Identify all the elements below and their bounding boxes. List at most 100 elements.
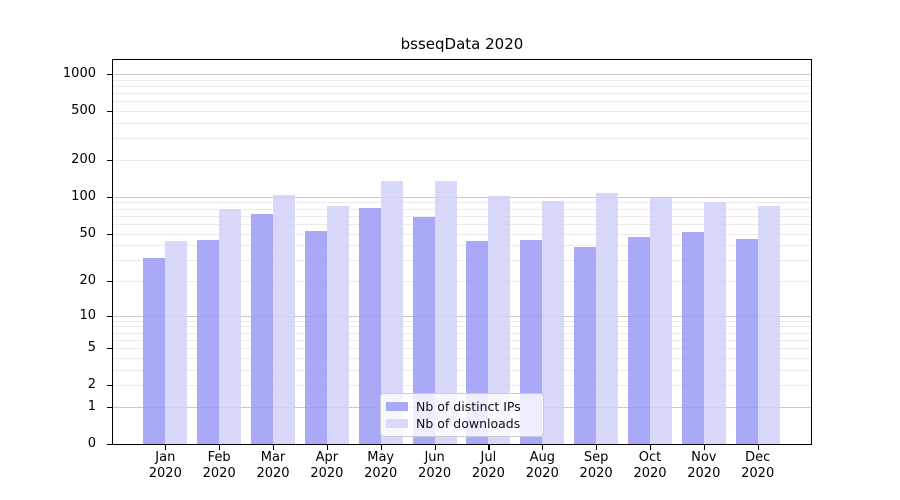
x-tick-month: Oct (638, 450, 662, 465)
gridline-minor (113, 138, 811, 140)
gridline-minor (113, 215, 811, 217)
x-tick (757, 445, 759, 450)
x-tick-label: Feb 2020 (183, 450, 255, 482)
gridline-minor (113, 385, 811, 387)
gridline-minor (113, 79, 811, 81)
x-tick-label: Sep 2020 (560, 450, 632, 482)
x-tick-year: 2020 (741, 466, 775, 481)
bar-downloads-apr (326, 206, 349, 444)
gridline-major (113, 196, 811, 198)
y-tick-label: 10 (79, 307, 96, 323)
y-tick (107, 281, 112, 283)
bar-downloads-oct (650, 197, 672, 444)
x-tick-year: 2020 (633, 466, 667, 481)
bar-downloads-sep (596, 193, 619, 444)
gridline-minor (113, 86, 811, 87)
gridline-minor (113, 357, 811, 359)
x-tick (326, 445, 329, 450)
bar-downloads-feb (219, 208, 242, 444)
gridline-minor (113, 260, 811, 262)
gridline-minor (113, 369, 811, 371)
gridline-minor (113, 332, 811, 334)
bar-downloads-mar (273, 195, 295, 444)
x-tick-year: 2020 (687, 466, 721, 481)
gridline-minor (113, 281, 811, 282)
x-tick-label: Oct 2020 (614, 450, 686, 482)
bar-downloads-jun (434, 180, 457, 444)
legend-label-distinct-ips: Nb of distinct IPs (416, 399, 521, 414)
x-tick-year: 2020 (202, 466, 236, 481)
x-tick (380, 445, 382, 450)
x-tick-label: Apr 2020 (291, 450, 363, 482)
legend: Nb of distinct IPs Nb of downloads (380, 393, 544, 437)
x-tick-label: Nov 2020 (668, 450, 740, 482)
y-tick (107, 348, 112, 350)
gridline-minor (113, 202, 811, 204)
legend-item-distinct-ips: Nb of distinct IPs (386, 398, 537, 415)
bar-downloads-may (380, 180, 403, 444)
x-tick (650, 445, 652, 450)
x-tick-year: 2020 (418, 466, 452, 481)
y-tick-label: 5 (87, 340, 96, 356)
gridline-major (113, 74, 811, 75)
x-tick-month: May (367, 450, 395, 465)
bar-distinct-ips-oct (628, 236, 650, 444)
x-tick-label: Jun 2020 (399, 450, 471, 482)
y-tick-label: 50 (79, 225, 96, 241)
x-tick (273, 445, 275, 450)
x-tick-year: 2020 (525, 466, 559, 481)
gridline-minor (113, 93, 811, 95)
chart-title: bsseqData 2020 (400, 35, 524, 53)
gridline-minor (113, 320, 811, 322)
x-tick-month: Aug (529, 450, 555, 465)
gridline-minor (113, 111, 811, 113)
x-tick-month: Apr (315, 450, 339, 465)
x-tick-label: Dec 2020 (722, 450, 794, 482)
legend-item-downloads: Nb of downloads (386, 415, 537, 432)
x-tick-month: Jul (480, 450, 497, 465)
x-tick-label: Jul 2020 (452, 450, 524, 482)
y-tick-label: 1000 (62, 66, 96, 81)
bar-distinct-ips-nov (681, 232, 704, 444)
y-tick (107, 111, 112, 113)
y-tick-label: 0 (87, 436, 96, 451)
x-tick-month: Dec (745, 450, 771, 465)
x-tick-label: May 2020 (345, 450, 417, 482)
x-tick (542, 445, 544, 450)
bar-downloads-dec (757, 206, 780, 444)
legend-label-downloads: Nb of downloads (416, 416, 521, 431)
y-tick-label: 100 (71, 188, 96, 204)
gridline-minor (113, 339, 811, 341)
y-tick-label: 20 (79, 273, 96, 288)
x-tick-year: 2020 (579, 466, 613, 481)
x-tick (488, 445, 490, 450)
gridline-minor (113, 160, 811, 161)
x-tick (596, 445, 598, 450)
y-tick (107, 233, 112, 235)
x-tick-month: Mar (260, 450, 286, 465)
x-tick-year: 2020 (471, 466, 505, 481)
x-tick (219, 445, 221, 450)
x-tick-label: Aug 2020 (506, 450, 578, 482)
gridline-minor (113, 233, 811, 235)
bar-distinct-ips-jun (412, 217, 435, 444)
x-tick-year: 2020 (310, 466, 344, 481)
legend-swatch-distinct-ips (386, 402, 408, 411)
x-tick-label: Mar 2020 (237, 450, 309, 482)
gridline-minor (113, 326, 811, 328)
y-tick (107, 74, 112, 76)
x-tick-month: Nov (691, 450, 717, 465)
x-tick-year: 2020 (148, 466, 182, 481)
y-tick-label: 500 (71, 103, 96, 119)
y-tick (107, 444, 112, 446)
x-tick-month: Jun (424, 450, 445, 465)
x-tick-month: Sep (583, 450, 609, 465)
y-tick (107, 385, 112, 387)
bar-distinct-ips-jan (143, 258, 166, 444)
gridline-minor (113, 101, 811, 103)
gridline-minor (113, 123, 811, 124)
x-tick-year: 2020 (256, 466, 290, 481)
gridline-major (113, 315, 811, 317)
gridline-minor (113, 223, 811, 225)
bar-downloads-jul (488, 196, 511, 444)
